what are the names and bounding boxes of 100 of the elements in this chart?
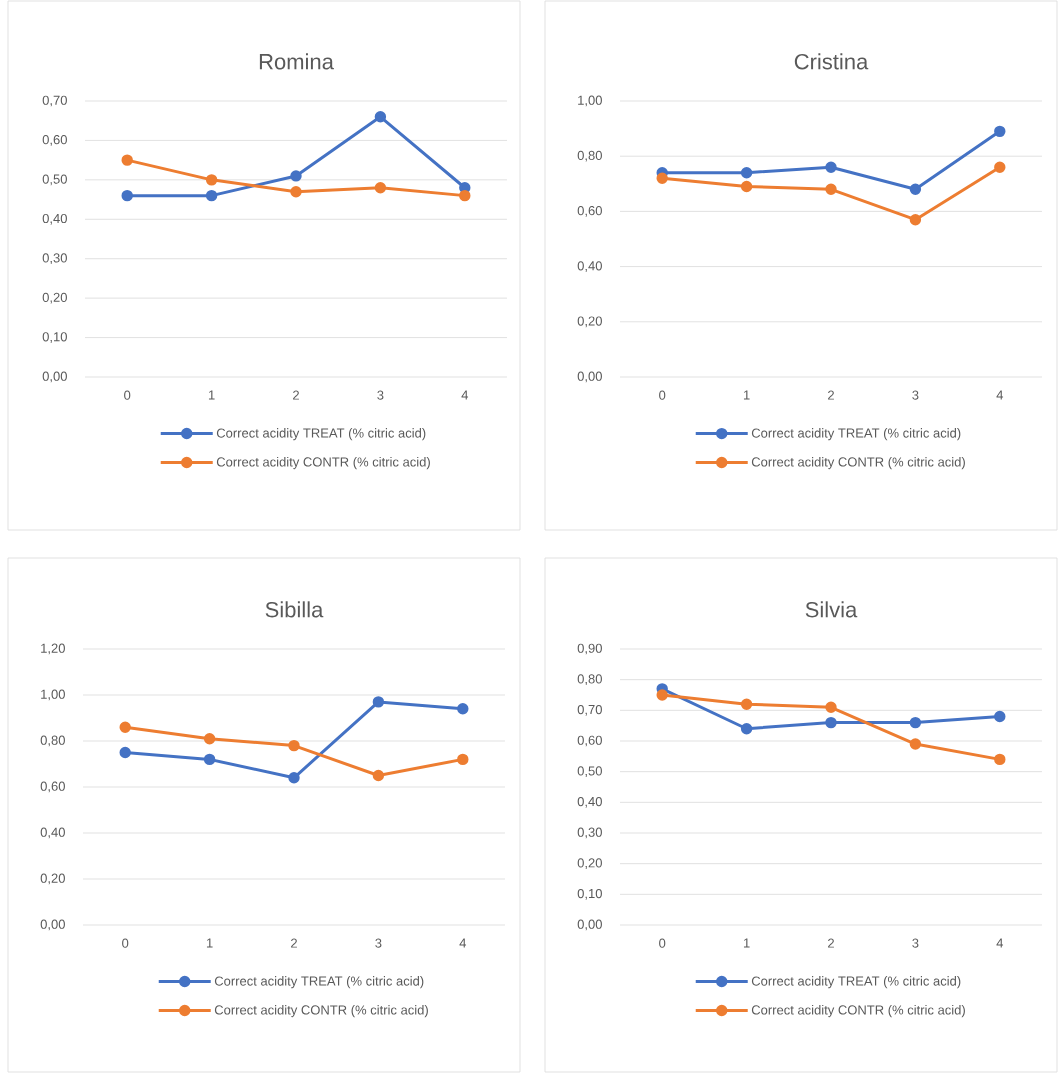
y-tick-label: 1,00: [41, 689, 65, 701]
y-tick-label: 1,00: [578, 95, 602, 107]
y-tick-label: 0,40: [577, 796, 602, 808]
point: [909, 716, 922, 729]
y-tick-label: 0,00: [577, 919, 602, 931]
y-tick-label: 0,60: [577, 206, 602, 217]
y-tick-label: 0,00: [42, 371, 67, 383]
x-tick-label: 0: [122, 938, 129, 948]
point: [656, 689, 668, 701]
chart-title: Silvia: [805, 601, 858, 618]
y-tick-label: 0,70: [42, 95, 67, 107]
x-tick-label: 4: [459, 938, 467, 948]
y-tick-label: 0,90: [577, 643, 602, 655]
x-tick-label: 4: [996, 938, 1004, 948]
y-tick-label: 0,10: [577, 888, 602, 900]
point: [994, 710, 1006, 723]
x-tick-label: 3: [912, 390, 919, 400]
point: [457, 753, 469, 766]
x-tick-label: 1: [743, 938, 750, 948]
point: [203, 733, 216, 745]
y-tick-label: 0,40: [577, 261, 602, 272]
y-tick-label: 0,80: [40, 735, 65, 747]
y-tick-label: 0,00: [40, 919, 65, 931]
x-tick-label: 0: [124, 390, 131, 400]
point: [203, 753, 216, 766]
point: [656, 172, 668, 184]
point: [290, 185, 302, 198]
point: [459, 189, 471, 202]
y-tick-label: 0,50: [577, 766, 602, 778]
point: [288, 772, 300, 784]
point: [374, 182, 387, 194]
point: [121, 189, 133, 202]
point: [374, 111, 387, 123]
y-tick-label: 0,40: [40, 827, 65, 839]
point: [288, 739, 300, 752]
x-tick-label: 1: [206, 938, 213, 948]
point: [119, 721, 131, 733]
x-tick-label: 2: [293, 390, 299, 400]
point: [825, 183, 837, 196]
y-tick-label: 0,80: [577, 150, 602, 162]
legend-label: Correct acidity CONTR (% citric acid): [751, 457, 965, 470]
y-tick-label: 0,00: [577, 371, 602, 383]
legend-label: Correct acidity TREAT (% citric acid): [216, 428, 426, 441]
point: [909, 213, 922, 226]
y-tick-label: 1,20: [41, 643, 65, 655]
point: [994, 161, 1006, 173]
legend-label: Correct acidity TREAT (% citric acid): [751, 428, 961, 441]
point: [121, 154, 133, 166]
y-tick-label: 0,10: [42, 332, 67, 343]
point: [825, 161, 837, 173]
x-tick-label: 0: [659, 390, 666, 400]
point: [372, 769, 385, 782]
y-tick-label: 0,50: [42, 174, 67, 186]
point: [372, 696, 385, 708]
x-tick-label: 2: [828, 938, 834, 948]
point: [909, 183, 922, 196]
x-tick-label: 3: [912, 938, 919, 948]
point: [909, 738, 922, 750]
y-tick-label: 0,60: [40, 781, 65, 793]
point: [740, 698, 753, 710]
y-tick-label: 0,70: [577, 704, 602, 716]
point: [205, 174, 218, 186]
legend-label: Correct acidity CONTR (% citric acid): [214, 1005, 428, 1018]
point: [825, 716, 837, 729]
point: [457, 703, 469, 715]
y-tick-label: 0,20: [577, 858, 602, 870]
x-tick-label: 1: [208, 390, 215, 400]
y-tick-label: 0,20: [42, 292, 67, 304]
y-tick-label: 0,20: [577, 316, 602, 328]
x-tick-label: 4: [461, 390, 469, 400]
point: [740, 167, 753, 179]
legend-label: Correct acidity TREAT (% citric acid): [214, 976, 424, 989]
point: [825, 701, 837, 713]
point: [740, 180, 753, 193]
chart-title: Sibilla: [265, 601, 324, 618]
x-tick-label: 2: [291, 938, 297, 948]
y-tick-label: 0,60: [577, 735, 602, 747]
y-tick-label: 0,30: [42, 253, 67, 265]
x-tick-label: 0: [659, 938, 666, 948]
legend-label: Correct acidity CONTR (% citric acid): [751, 1005, 965, 1018]
legend-label: Correct acidity CONTR (% citric acid): [216, 457, 430, 470]
x-tick-label: 1: [743, 390, 750, 400]
point: [994, 753, 1006, 766]
point: [740, 723, 753, 735]
point: [119, 746, 131, 759]
chart-title: Cristina: [794, 53, 869, 70]
y-tick-label: 0,40: [42, 213, 67, 225]
y-tick-label: 0,60: [42, 135, 67, 146]
x-tick-label: 3: [375, 938, 382, 948]
point: [205, 189, 218, 202]
point: [290, 170, 302, 182]
point: [994, 125, 1006, 138]
x-tick-label: 4: [996, 390, 1004, 400]
y-tick-label: 0,30: [577, 827, 602, 839]
y-tick-label: 0,20: [40, 873, 65, 885]
y-tick-label: 0,80: [577, 674, 602, 686]
x-tick-label: 2: [828, 390, 834, 400]
chart-title: Romina: [259, 53, 334, 70]
legend-label: Correct acidity TREAT (% citric acid): [751, 976, 961, 989]
x-tick-label: 3: [377, 390, 384, 400]
